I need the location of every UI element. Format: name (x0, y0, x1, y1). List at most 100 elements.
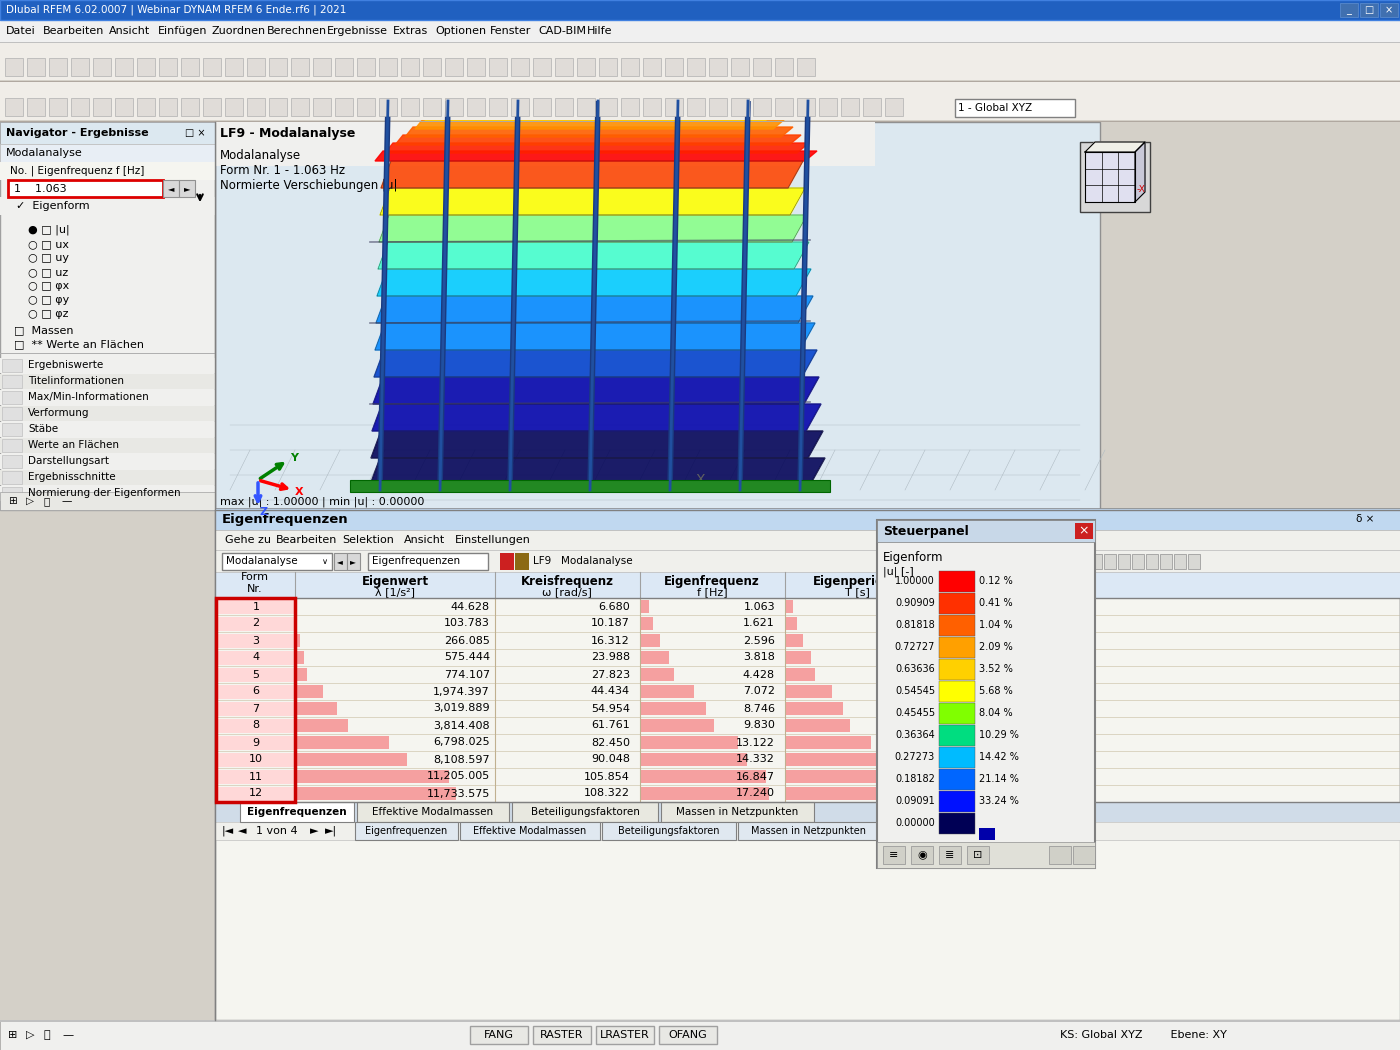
Bar (797, 98, 815, 116)
Text: Eigenfrequenz: Eigenfrequenz (664, 574, 760, 588)
Text: ○ □ uz: ○ □ uz (28, 267, 69, 277)
Text: Extras: Extras (392, 26, 428, 36)
Bar (785, 634, 802, 647)
Bar (939, 704, 974, 724)
Bar (216, 633, 1399, 649)
Bar (295, 617, 297, 630)
Bar (776, 58, 792, 76)
Bar (785, 702, 843, 715)
Bar (92, 98, 111, 116)
Bar (785, 668, 815, 681)
Bar (708, 98, 727, 116)
Bar (445, 98, 463, 116)
Text: 8.746: 8.746 (743, 704, 776, 714)
Bar (0, 454, 216, 469)
Bar (295, 702, 337, 715)
Bar (785, 685, 832, 698)
Bar (216, 122, 1100, 510)
Text: 0.90909: 0.90909 (895, 598, 935, 608)
Bar (357, 58, 375, 76)
Text: 0.41 %: 0.41 % (979, 598, 1012, 608)
Text: 54.954: 54.954 (591, 704, 630, 714)
Text: 11: 11 (249, 772, 263, 781)
Text: 44.628: 44.628 (451, 602, 490, 611)
Polygon shape (379, 215, 806, 242)
Polygon shape (405, 127, 792, 136)
Text: ◄: ◄ (337, 556, 343, 566)
Bar (939, 593, 974, 614)
Bar (643, 58, 661, 76)
Bar (931, 736, 944, 749)
Bar (314, 98, 330, 116)
Text: Effektive Modalmassen: Effektive Modalmassen (473, 826, 587, 836)
Bar (216, 598, 1399, 615)
Bar (470, 1026, 528, 1044)
Polygon shape (379, 188, 805, 215)
Text: 1.621: 1.621 (743, 618, 776, 629)
Text: 108.322: 108.322 (584, 789, 630, 798)
Text: 0.00000: 0.00000 (895, 818, 935, 828)
Polygon shape (377, 296, 813, 323)
Bar (641, 736, 738, 749)
Bar (217, 719, 294, 733)
Text: 44.434: 44.434 (591, 687, 630, 696)
Text: ● □ |u|: ● □ |u| (28, 225, 70, 235)
Text: Titelinformationen: Titelinformationen (28, 376, 125, 386)
Text: 3.818: 3.818 (743, 652, 776, 663)
Text: X: X (295, 487, 304, 497)
Text: FANG: FANG (484, 1030, 514, 1040)
Text: Eigenfrequenzen: Eigenfrequenzen (372, 556, 461, 567)
Bar (71, 58, 90, 76)
Bar (0, 122, 216, 144)
Bar (554, 58, 573, 76)
Bar (1359, 3, 1378, 17)
Bar (931, 770, 941, 783)
Text: LF9 - Modalanalyse: LF9 - Modalanalyse (220, 127, 356, 141)
Text: 0.2619: 0.2619 (882, 652, 921, 663)
Bar (217, 651, 294, 665)
Text: Beteiligungsfaktoren: Beteiligungsfaktoren (619, 826, 720, 836)
Text: Eigenfrequenzen: Eigenfrequenzen (246, 807, 347, 817)
Bar (0, 1020, 1400, 1022)
Text: Ergebnisse: Ergebnisse (326, 26, 388, 36)
Bar (217, 668, 294, 682)
Polygon shape (370, 458, 825, 485)
Text: □  ** Werte an Flächen: □ ** Werte an Flächen (14, 339, 144, 349)
Bar (1147, 554, 1158, 569)
Bar (622, 58, 638, 76)
Text: 0.1414: 0.1414 (882, 687, 921, 696)
Bar (0, 42, 1400, 80)
Bar (641, 788, 769, 800)
Text: ▷: ▷ (27, 496, 34, 506)
Bar (269, 58, 287, 76)
Text: 1,974.397: 1,974.397 (433, 687, 490, 696)
Bar (533, 98, 552, 116)
Bar (753, 98, 771, 116)
Bar (931, 753, 942, 766)
Text: ○ □ φy: ○ □ φy (28, 295, 69, 304)
Bar (511, 58, 529, 76)
Bar (641, 634, 661, 647)
Text: 0.3852: 0.3852 (882, 635, 921, 646)
Text: ○ □ φx: ○ □ φx (28, 281, 69, 291)
Text: Steuerpanel: Steuerpanel (883, 525, 969, 538)
Text: 3: 3 (252, 635, 259, 646)
Text: 1 - Global XYZ: 1 - Global XYZ (958, 103, 1032, 113)
Bar (1340, 3, 1358, 17)
Bar (939, 769, 974, 790)
Text: Modalanalyse: Modalanalyse (220, 148, 301, 162)
Bar (599, 98, 617, 116)
Text: ◄: ◄ (238, 826, 246, 836)
Bar (955, 99, 1075, 117)
Text: ≣: ≣ (945, 850, 955, 860)
Bar (8, 180, 162, 197)
Bar (665, 58, 683, 76)
Bar (785, 753, 879, 766)
Bar (0, 492, 216, 510)
Bar (216, 122, 875, 144)
Text: ×: × (1385, 5, 1393, 15)
Text: Bearbeiten: Bearbeiten (43, 26, 105, 36)
Bar (500, 553, 514, 570)
Bar (862, 98, 881, 116)
Bar (785, 617, 797, 630)
